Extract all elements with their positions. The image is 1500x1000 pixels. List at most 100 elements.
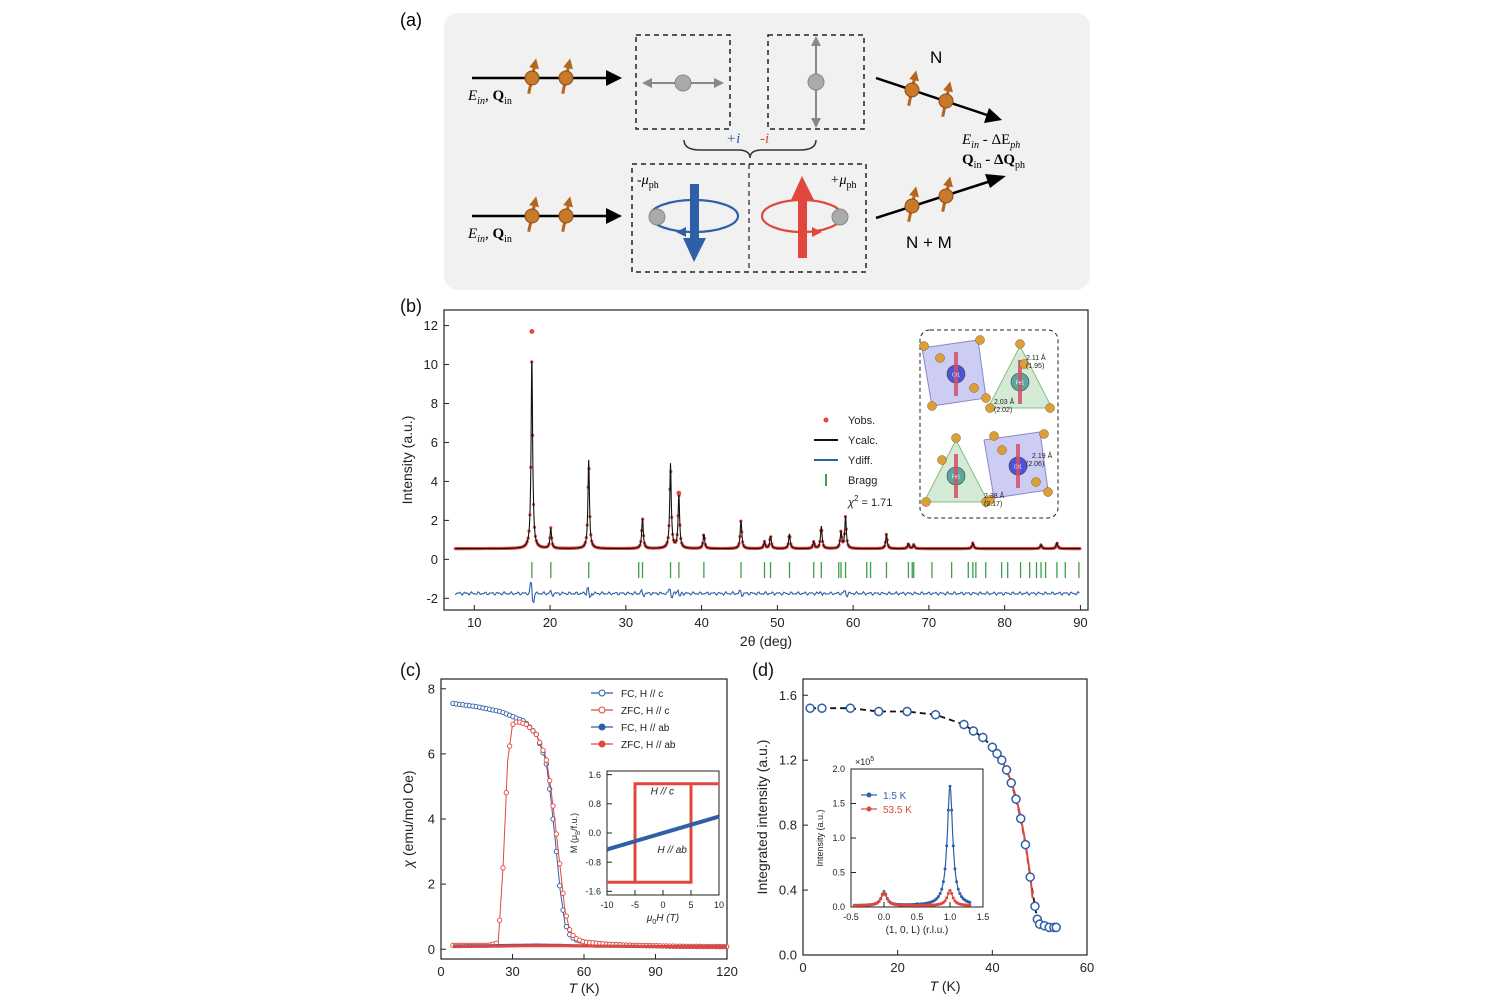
spin-icon [938,176,954,212]
spin-icon [904,186,920,222]
intensity-data-point [987,742,998,752]
ligand-atom [985,495,995,505]
mh-label-c: H // c [651,787,674,798]
mh-y-tick-label: 1.6 [588,770,601,780]
chi-data-point [523,721,529,728]
out-energy-label: Ein - ΔEph [961,132,1020,151]
spin-arrowhead [909,70,919,82]
l-scan-point [884,893,888,897]
chi-data-point [560,890,566,896]
mh-x-tick-label: 5 [688,900,693,910]
ligand-atom [1019,359,1029,369]
legend-yobs-marker [823,417,829,423]
ligand-atom [1043,487,1053,497]
intensity-x-tick-label: 20 [890,960,904,975]
linear-phonon-box-y [767,34,865,130]
out-momentum-label: Qin - ΔQph [962,152,1025,171]
panel-d-integrated-intensity-chart: 0 20 40 60 0.0 0.4 0.8 1.2 1.6 T (K) Integrated in… [754,678,1094,994]
ion-label: Cr1 [952,373,960,379]
l-scan-x-tick-label: 0.0 [878,912,891,922]
spin-icon [904,70,920,106]
intensity-data-point [1015,813,1026,824]
l-scan-point [953,867,957,871]
chi-legend-label: FC, H // c [621,689,663,700]
panel-a: (a) Ein, Qin +i -i N Ein - ΔEph Qin - ΔQ… [400,10,1090,290]
l-scan-point [940,887,944,891]
ion-label: Cr1 [1014,465,1022,471]
ligand-atom [1039,429,1049,439]
spin-arrowhead [563,196,573,208]
xrd-y-tick-label: -2 [426,591,438,606]
intensity-y-tick-label: 1.2 [779,753,797,768]
intensity-data-point [930,709,941,720]
chi-data-point [506,743,513,749]
chi-x-axis-label: T (K) [568,980,599,996]
l-scan-series [852,784,972,907]
chi-series-line [452,944,728,949]
intensity-data-point [959,719,969,730]
ligand-atom [921,497,931,507]
l-scan-legend-label: 53.5 K [883,805,912,816]
label-N: N [930,48,942,67]
ligand-atom [951,433,961,443]
spin-atom [558,70,574,86]
l-scan-point [951,844,955,848]
linear-phonon-box-x [635,34,731,130]
l-scan-point [968,900,972,904]
xrd-x-tick-label: 10 [467,615,481,630]
bond-length-1: 2.11 Å [1026,353,1046,362]
l-scan-point [968,903,972,907]
l-scan-point [943,867,947,871]
bond-length-1-alt: (1.95) [1026,363,1044,370]
chi-data-point [503,789,509,796]
spin-arrowhead [529,58,539,70]
panel-b-label: (b) [400,296,422,316]
intensity-data-point [873,706,884,717]
intensity-x-tick-label: 60 [1080,960,1094,975]
mh-line-ab [606,814,720,852]
spin-icon [558,196,574,232]
l-scan-point [943,899,947,903]
l-scan-point [960,895,964,899]
l-scan-point [938,892,942,896]
ligand-atom [1015,339,1025,349]
chi-data-point [547,777,553,784]
l-scan-y-axis-label: Intensity (a.u.) [815,809,825,866]
l-scan-point [945,896,949,900]
ligand-atom [937,455,947,465]
plus-i-label: +i [726,131,740,147]
mh-x-tick-label: -10 [600,900,613,910]
intensity-y-axis-label: Integrated intensity (a.u.) [754,740,770,895]
xrd-x-tick-label: 50 [770,615,784,630]
xrd-y-axis-label: Intensity (a.u.) [399,416,415,505]
mh-loop-c [607,782,719,884]
legend-ycalc-label: Ycalc. [848,435,878,447]
bond-length-4-alt: (2.17) [984,501,1002,508]
ligand-atom [935,353,945,363]
l-scan-point [948,888,952,892]
mh-y-tick-label: -0.8 [585,857,601,867]
spin-atom [558,208,574,224]
xrd-y-tick-label: 4 [431,474,438,489]
l-scan-x-axis-label: (1, 0, L) (r.l.u.) [886,925,949,936]
spin-arrowhead [909,186,919,198]
intensity-data-point [1020,839,1031,850]
l-scan-point [950,808,954,812]
chiral-phonon-minus [648,184,740,262]
chi-data-point [550,803,556,809]
mh-y-tick-label: 0.0 [588,828,601,838]
l-scan-scale-label: ×105 [855,756,874,767]
mh-y-axis-label: M (μB/f.u.) [569,813,582,853]
l-scan-y-tick-label: 0.0 [832,902,845,912]
bottom-outgoing-spins [904,176,954,222]
ligand-atom [969,383,979,393]
bottom-ein-label: Ein, Qin [467,226,512,245]
crystal-structure-inset: Cr1 Fe1 Fe1 Cr1 2.11 Å(1.95) 2.03 Å(2.02) 2.19… [919,329,1059,519]
bottom-incoming-spins [524,196,574,232]
l-scan-legend-label: 1.5 K [883,791,907,802]
spin-arrowhead [943,81,953,93]
intensity-y-tick-label: 0.8 [779,818,797,833]
intensity-data-point [997,755,1007,765]
ion-label: Fe1 [952,475,961,481]
l-scan-point [936,895,940,899]
